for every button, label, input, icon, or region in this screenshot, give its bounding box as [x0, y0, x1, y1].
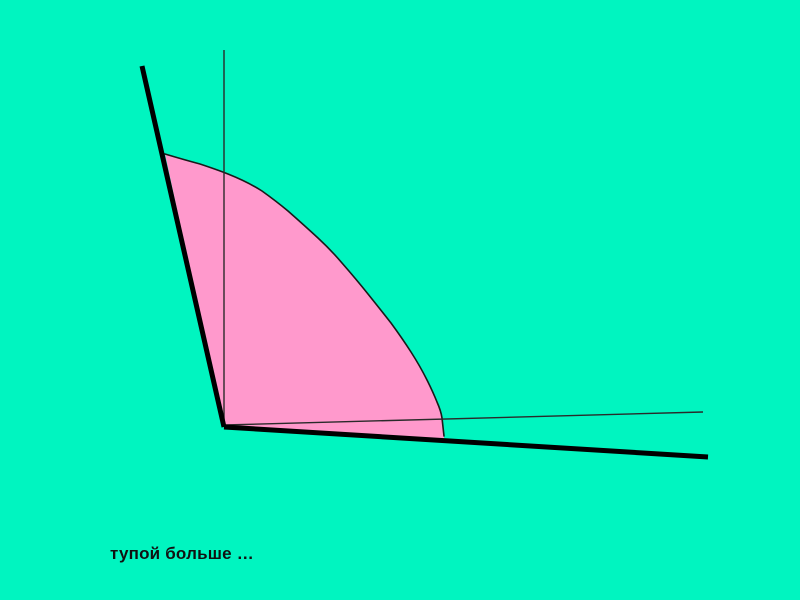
obtuse-ray-upper-left [139, 65, 227, 428]
sector-arc-outline [164, 153, 445, 437]
reference-line-horizontal [223, 411, 704, 426]
obtuse-ray-lower-right [223, 424, 709, 460]
caption: тупой больше … [110, 544, 254, 563]
shaded-sector [165, 154, 444, 440]
